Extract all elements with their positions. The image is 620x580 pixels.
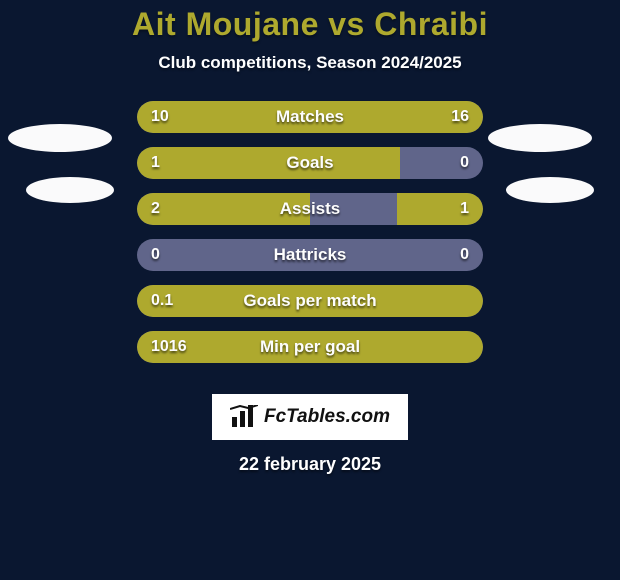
page-title: Ait Moujane vs Chraibi [0,0,620,43]
stat-value-right: 1 [460,200,469,218]
stat-row: 0.1 Goals per match [137,285,483,317]
team-logo-placeholder [26,177,114,203]
stat-value-left: 2 [151,200,160,218]
stat-value-left: 1016 [151,338,187,356]
stat-value-right: 0 [460,154,469,172]
stat-row: 2 1 Assists [137,193,483,225]
team-logo-placeholder [488,124,592,152]
stat-value-right: 16 [451,108,469,126]
date-label: 22 february 2025 [239,454,381,475]
stat-value-left: 0 [151,246,160,264]
stat-value-left: 0.1 [151,292,173,310]
stat-row: 10 16 Matches [137,101,483,133]
page-subtitle: Club competitions, Season 2024/2025 [0,53,620,73]
team-logo-placeholder [8,124,112,152]
stat-row: 0 0 Hattricks [137,239,483,271]
stat-label: Goals [286,153,333,173]
brand-text: FcTables.com [264,406,390,428]
stat-value-left: 10 [151,108,169,126]
stat-value-right: 0 [460,246,469,264]
stat-fill-left [137,147,400,179]
stat-label: Min per goal [260,337,360,357]
stat-label: Assists [280,199,340,219]
stat-row: 1016 Min per goal [137,331,483,363]
bar-chart-icon [230,405,258,429]
stat-row: 1 0 Goals [137,147,483,179]
stat-label: Hattricks [274,245,347,265]
stat-label: Matches [276,107,344,127]
stat-value-left: 1 [151,154,160,172]
stat-fill-right [397,193,484,225]
stat-label: Goals per match [243,291,376,311]
comparison-card: Ait Moujane vs Chraibi Club competitions… [0,0,620,580]
team-logo-placeholder [506,177,594,203]
brand-badge: FcTables.com [212,394,408,440]
